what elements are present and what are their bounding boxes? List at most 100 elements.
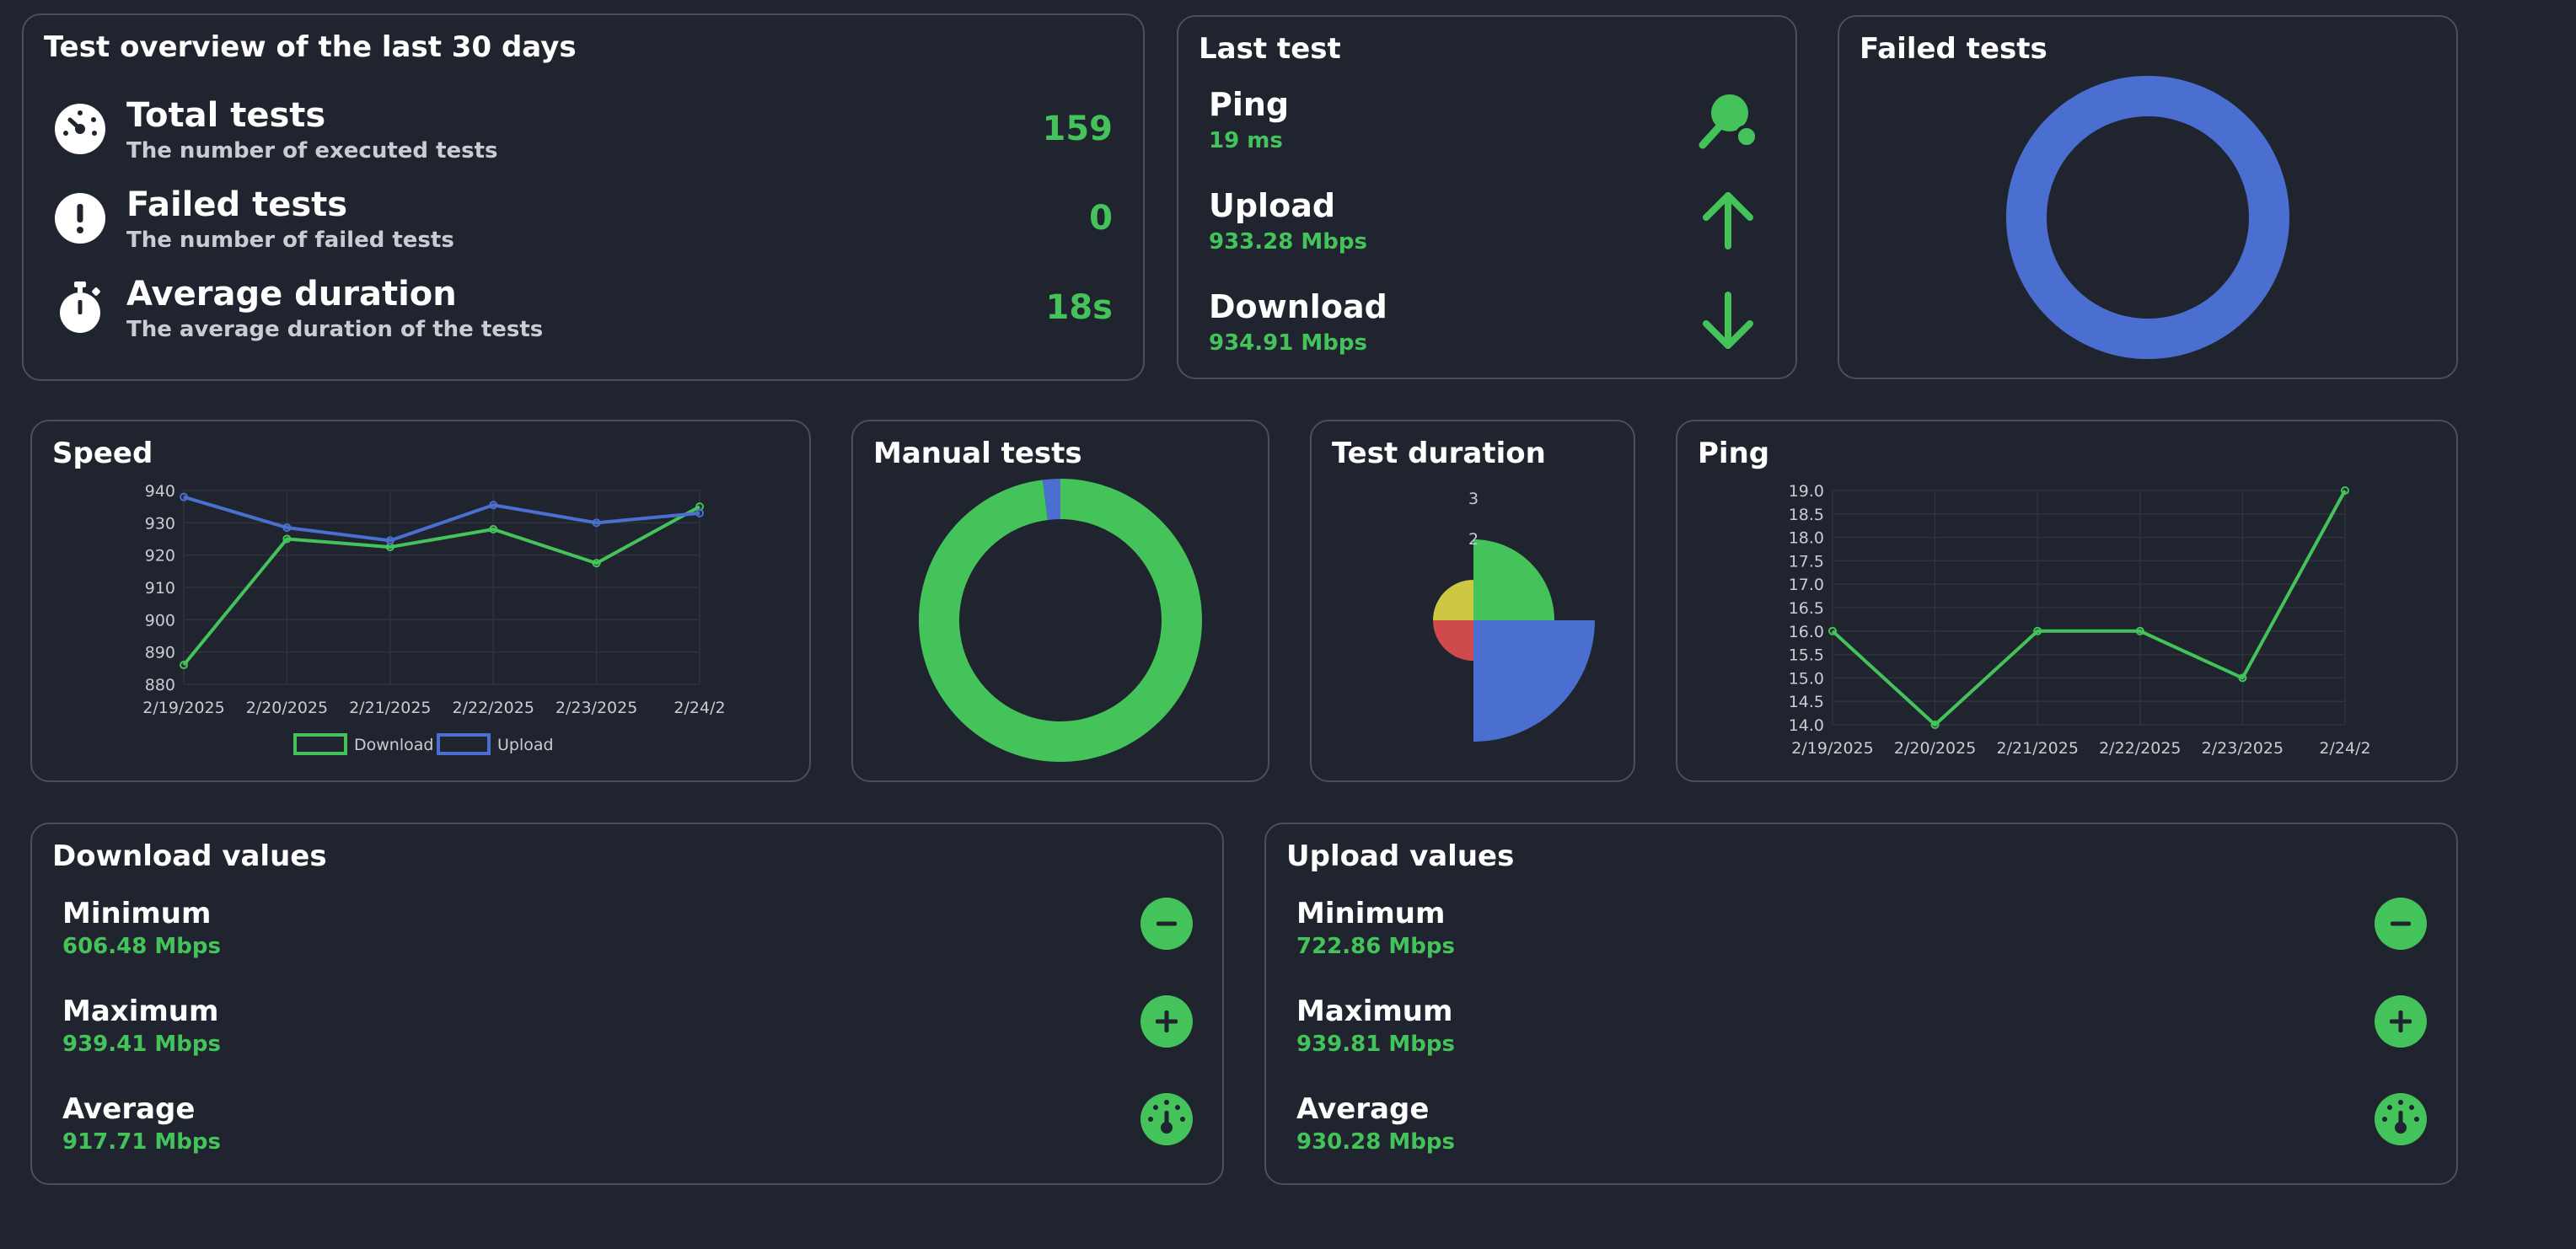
last-test-ping: Ping 19 ms [1178,86,1795,179]
x-tick-label: 2/22/2025 [2099,739,2181,758]
value-amount: 722.86 Mbps [1296,934,1455,959]
value-amount: 917.71 Mbps [62,1129,221,1155]
speed-chart: 880 890 900 910 920 930 940 2/19/2025 2/20/2025 2… [142,482,726,755]
data-point [592,518,601,528]
overview-value: 18s [1045,288,1113,327]
gauge-icon [1140,1093,1193,1145]
upload-values-title: Upload values [1286,839,1515,873]
overview-average-duration: Average duration The average duration of… [24,270,1143,346]
value-amount: 606.48 Mbps [62,934,221,959]
data-point [489,501,498,510]
legend-label: Download [354,736,433,754]
ping-title: Ping [1698,437,1770,470]
ping-chart: 14.0 14.5 15.0 15.5 16.0 16.5 17.0 17.5 18.0 18.5… [1789,482,2371,758]
value-amount: 939.81 Mbps [1296,1032,1455,1057]
data-point [282,534,292,544]
speed-card: Speed 880 890 900 910 920 930 940 2/19/2025 2/20… [30,420,811,782]
data-point [180,661,188,669]
doughnut-slice [1042,479,1060,520]
series-line [182,505,700,667]
overview-label: Failed tests [126,185,348,224]
polar-slice [1473,539,1554,620]
manual-tests-card: Manual tests [851,420,1269,782]
series-line [1831,490,2347,726]
last-test-title: Last test [1199,32,1341,66]
x-tick-label: 2/21/2025 [1996,739,2078,758]
manual-tests-chart [919,479,1202,762]
overview-title: Test overview of the last 30 days [44,30,577,64]
minus-icon [1140,898,1193,950]
value-label: Average [1296,1092,1430,1126]
x-tick-label: 2/19/2025 [142,699,224,717]
y-tick-label: 16.0 [1789,623,1824,641]
data-point [2238,673,2247,683]
y-tick-label: 920 [145,547,175,566]
upload-values-card: Upload values Minimum 722.86 Mbps Maximu… [1264,823,2458,1185]
data-point [1930,721,1940,729]
y-tick-label: 14.0 [1789,716,1824,735]
last-test-label: Ping [1209,86,1290,123]
polar-slice [1473,620,1595,742]
download-average: Average 917.71 Mbps [32,1092,1222,1177]
legend-label: Upload [497,736,554,754]
failed-tests-card: Failed tests [1838,15,2458,379]
x-tick-label: 2/24/2 [674,699,725,717]
x-tick-label: 2/20/2025 [246,699,328,717]
y-tick-label: 17.5 [1789,552,1824,571]
last-test-label: Upload [1209,187,1336,224]
data-point [2033,626,2042,635]
value-label: Maximum [62,994,219,1028]
doughnut-slice [2006,76,2289,359]
r-tick-label: 3 [1468,490,1479,508]
gauge-icon [2375,1093,2427,1145]
value-amount: 930.28 Mbps [1296,1129,1455,1155]
speed-title: Speed [52,437,153,470]
y-tick-label: 940 [145,482,175,501]
arrow-down-icon [1703,292,1753,349]
y-tick-label: 16.5 [1789,599,1824,618]
y-tick-label: 910 [145,579,175,598]
legend-swatch [437,733,491,755]
y-tick-label: 930 [145,514,175,533]
y-tick-label: 15.0 [1789,669,1824,688]
series-line [183,495,700,543]
y-tick-label: 18.0 [1789,529,1824,548]
data-point [180,492,188,501]
last-test-value: 934.91 Mbps [1209,330,1367,356]
r-tick-label: 2 [1468,530,1479,549]
exclamation-icon [55,193,105,244]
x-tick-label: 2/22/2025 [452,699,534,717]
ping-pong-icon [1699,94,1758,149]
failed-tests-title: Failed tests [1860,32,2047,66]
overview-sub: The average duration of the tests [126,317,544,342]
speedometer-icon [55,104,105,154]
last-test-value: 933.28 Mbps [1209,229,1367,255]
overview-sub: The number of executed tests [126,138,498,163]
x-tick-label: 2/23/2025 [555,699,637,717]
y-tick-label: 14.5 [1789,693,1824,711]
x-tick-label: 2/19/2025 [1791,739,1873,758]
download-minimum: Minimum 606.48 Mbps [32,897,1222,981]
data-point [2341,486,2349,495]
test-duration-chart: 23 [1433,490,1595,742]
overview-failed-tests: Failed tests The number of failed tests … [24,180,1143,256]
overview-sub: The number of failed tests [126,228,454,253]
value-amount: 939.41 Mbps [62,1032,221,1057]
upload-average: Average 930.28 Mbps [1266,1092,2456,1177]
overview-total-tests: Total tests The number of executed tests… [24,91,1143,167]
manual-tests-title: Manual tests [873,437,1082,470]
data-point [592,559,601,568]
doughnut-slice [919,479,1202,762]
value-label: Average [62,1092,196,1126]
data-point [1828,626,1837,635]
plus-icon [2375,995,2427,1048]
stopwatch-icon [60,281,100,333]
polar-slice [1433,620,1473,661]
x-tick-label: 2/23/2025 [2202,739,2284,758]
y-tick-label: 890 [145,644,175,662]
x-tick-label: 2/20/2025 [1894,739,1976,758]
y-tick-label: 18.5 [1789,506,1824,524]
overview-card: Test overview of the last 30 days Total … [22,13,1145,381]
arrow-up-icon [1703,192,1753,249]
download-values-title: Download values [52,839,327,873]
